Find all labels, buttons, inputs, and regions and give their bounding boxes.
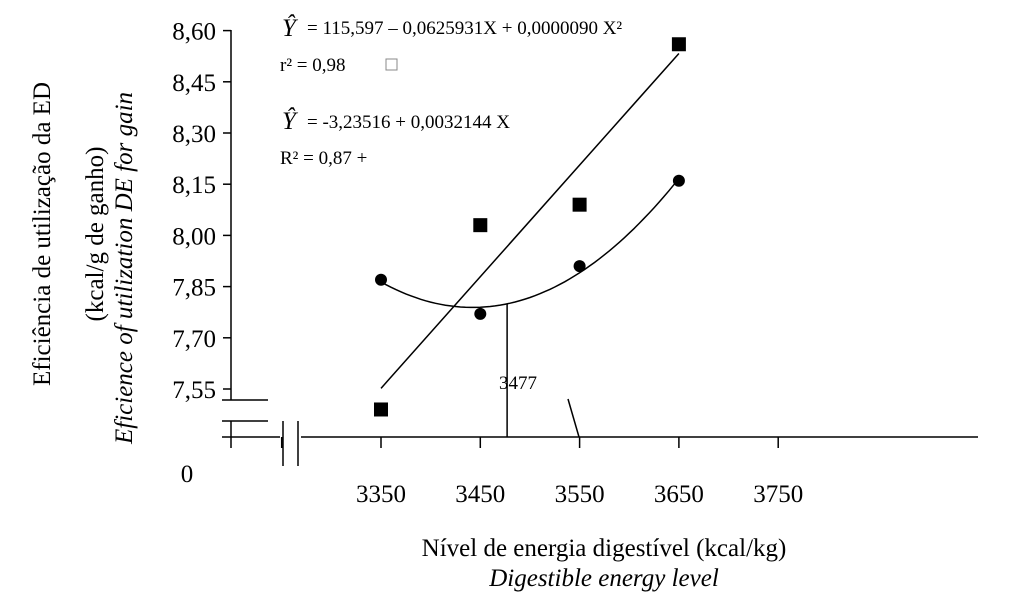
y-axis-label-units: (kcal/g de ganho) — [82, 147, 109, 322]
quadratic-fit-curve — [380, 178, 680, 309]
x-tick-label: 3550 — [555, 481, 605, 508]
y-tick-label: 8,30 — [172, 121, 216, 148]
x-ticks: 3350 3450 3550 3650 3750 — [280, 437, 803, 508]
y-tick-label: 8,45 — [172, 70, 216, 97]
data-points — [374, 37, 686, 417]
square-data-point — [473, 218, 488, 233]
eq2-text: = -3,23516 + 0,0032144 X — [307, 112, 510, 133]
x-axis: 3350 3450 3550 3650 3750 0 — [181, 421, 978, 508]
circle-data-point — [375, 273, 387, 286]
y-tick-label: 8,15 — [172, 172, 216, 199]
eq1-text: = 115,597 – 0,0625931X + 0,0000090 X² — [307, 18, 622, 39]
y-axis-label: Eficiência de utilização da ED — [29, 82, 56, 386]
square-data-point — [671, 37, 686, 52]
equation-annotations: Ŷ = 115,597 – 0,0625931X + 0,0000090 X² … — [280, 14, 622, 169]
x-axis-label-english: Digestible energy level — [488, 565, 719, 592]
vertex-label-pointer — [567, 398, 580, 438]
x-tick-label: 3650 — [654, 481, 704, 508]
x-tick-label: 3450 — [455, 481, 505, 508]
y-tick-label: 7,70 — [172, 326, 216, 353]
circle-data-point — [474, 307, 487, 320]
y-axis-title: Eficiência de utilização da ED (kcal/g d… — [29, 82, 138, 445]
y-axis-label-english: Eficience of utilization DE for gain — [111, 92, 138, 445]
r2-2-text: R² = 0,87 + — [280, 148, 367, 169]
x-tick-label: 3350 — [356, 481, 406, 508]
y-tick-label: 8,60 — [172, 19, 216, 46]
y-axis: 7,55 7,70 7,85 8,00 8,15 8,30 8,45 8,60 — [172, 19, 268, 448]
circle-data-point — [573, 260, 586, 273]
y-tick-label: 7,55 — [172, 377, 216, 404]
eq1-yhat: Ŷ — [282, 14, 299, 42]
y-tick-label: 7,85 — [172, 275, 216, 302]
y-tick-label: 8,00 — [172, 223, 216, 250]
r2-1-text: r² = 0,98 — [280, 55, 346, 76]
origin-label: 0 — [181, 461, 194, 488]
fit-lines — [380, 52, 680, 389]
square-data-point — [374, 402, 388, 417]
square-data-point — [572, 197, 587, 212]
x-axis-label: Nível de energia digestível (kcal/kg) — [422, 535, 787, 562]
y-ticks: 7,55 7,70 7,85 8,00 8,15 8,30 8,45 8,60 — [172, 19, 231, 404]
x-tick-label: 3750 — [753, 481, 803, 508]
open-square-marker — [385, 58, 398, 71]
eq2-yhat: Ŷ — [282, 107, 299, 135]
circle-data-point — [672, 174, 685, 187]
vertex-indicator: 3477 — [499, 303, 580, 438]
linear-fit-line — [380, 52, 680, 389]
vertex-label: 3477 — [499, 373, 537, 394]
